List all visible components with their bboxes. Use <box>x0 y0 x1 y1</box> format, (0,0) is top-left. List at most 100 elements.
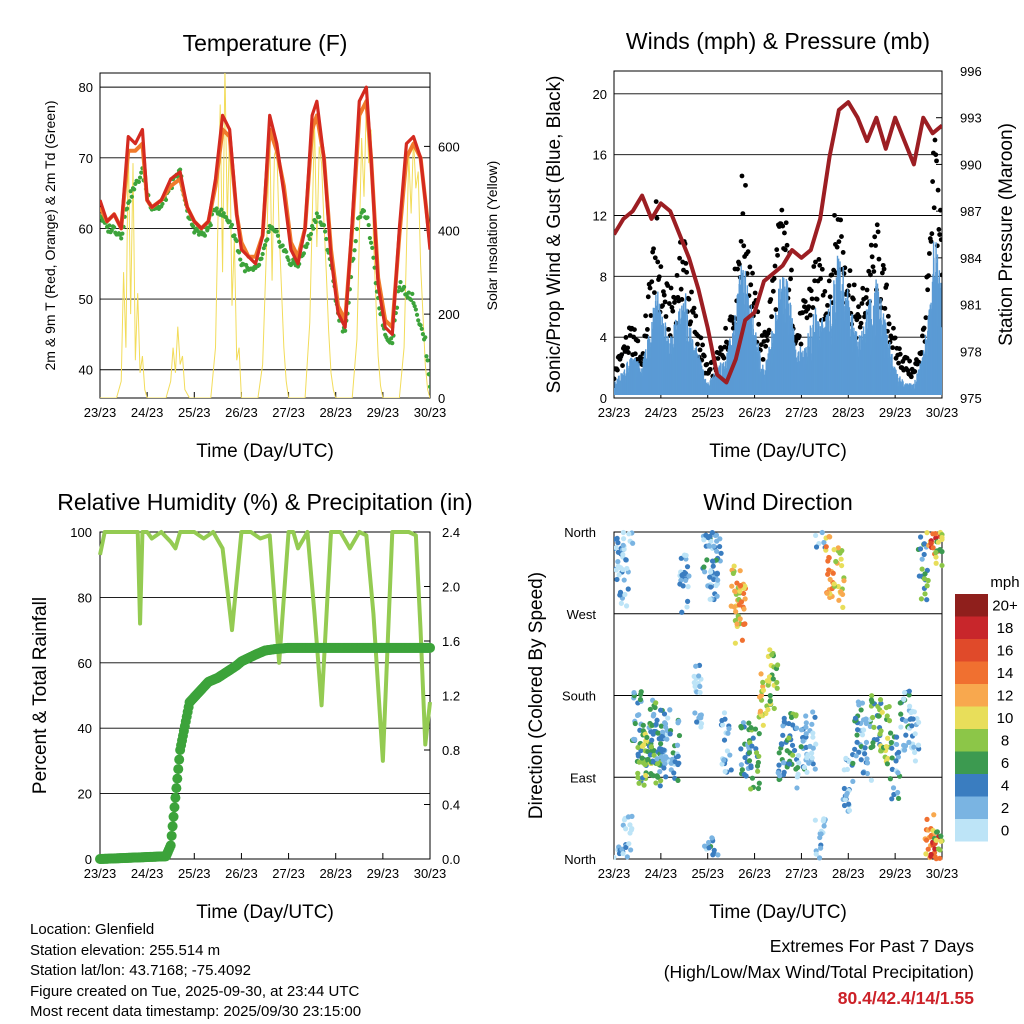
direction-point <box>909 723 915 729</box>
direction-point <box>706 839 712 846</box>
gust-point <box>811 264 817 269</box>
direction-point <box>642 762 648 768</box>
gust-point <box>683 260 689 266</box>
gust-point <box>648 313 654 318</box>
direction-point <box>766 674 773 680</box>
legend-label: 20+ <box>992 597 1018 614</box>
gust-point <box>655 259 661 265</box>
direction-point <box>694 719 700 725</box>
gust-point <box>866 268 872 274</box>
location-text: Location: Glenfield <box>30 921 155 938</box>
direction-point <box>898 711 904 717</box>
legend-label: 6 <box>1001 755 1009 772</box>
gust-point <box>857 324 863 330</box>
dewpoint-point <box>284 249 289 254</box>
x-tick-label: 25/23 <box>178 405 211 420</box>
gust-point <box>784 242 790 248</box>
dewpoint-point <box>242 269 248 274</box>
direction-point <box>623 826 629 832</box>
gust-point <box>869 254 875 260</box>
dewpoint-point <box>259 256 264 261</box>
direction-point <box>683 577 689 584</box>
gust-point <box>662 299 668 305</box>
direction-point <box>624 854 630 860</box>
gust-point <box>739 173 745 179</box>
direction-point <box>838 556 844 562</box>
gust-point <box>764 338 770 343</box>
dewpoint-point <box>109 228 114 233</box>
direction-point <box>796 760 802 766</box>
direction-point <box>707 574 713 580</box>
direction-point <box>786 735 792 741</box>
direction-point <box>713 582 719 589</box>
direction-point <box>921 576 927 582</box>
gust-point <box>772 263 778 269</box>
direction-point <box>776 750 782 756</box>
direction-point <box>719 717 725 724</box>
dewpoint-point <box>260 251 265 257</box>
direction-point <box>623 844 629 851</box>
direction-point <box>664 736 670 742</box>
dewpoint-point <box>427 384 430 389</box>
direction-point <box>708 538 714 544</box>
direction-point <box>852 746 858 752</box>
direction-point <box>825 558 831 564</box>
y-tick-label: West <box>567 607 597 622</box>
direction-point <box>737 588 743 594</box>
legend-swatch <box>955 819 988 842</box>
gust-point <box>623 335 629 340</box>
direction-point <box>826 567 832 573</box>
legend-swatch <box>955 684 988 707</box>
direction-point <box>887 730 894 736</box>
direction-point <box>748 786 754 792</box>
x-tick-label: 23/23 <box>598 405 631 420</box>
gust-point <box>704 361 710 367</box>
created-text: Figure created on Tue, 2025-09-30, at 23… <box>30 982 360 1000</box>
gust-point <box>810 305 816 310</box>
gust-point <box>923 315 929 321</box>
gust-point <box>788 276 793 282</box>
dewpoint-point <box>410 291 415 296</box>
gust-point <box>674 272 680 278</box>
legend-label: 14 <box>997 665 1014 682</box>
x-tick-label: 24/23 <box>131 866 164 881</box>
direction-point <box>906 739 912 745</box>
direction-point <box>889 796 895 802</box>
direction-point <box>786 720 792 727</box>
direction-point <box>683 552 689 559</box>
legend-swatch <box>955 774 988 797</box>
dewpoint-point <box>208 223 213 228</box>
dewpoint-point <box>137 175 143 180</box>
gust-point <box>912 369 918 374</box>
dewpoint-point <box>420 332 426 337</box>
gust-point <box>782 230 787 236</box>
x-tick-label: 28/23 <box>832 405 865 420</box>
direction-point <box>803 713 809 719</box>
direction-point <box>870 743 876 749</box>
direction-point <box>843 792 849 799</box>
direction-point <box>721 737 728 743</box>
y-tick-label: 40 <box>78 721 92 736</box>
y-tick-label: 70 <box>79 151 93 166</box>
gust-point <box>759 333 765 338</box>
gust-point <box>812 278 818 284</box>
direction-point <box>760 679 766 685</box>
direction-point <box>889 755 895 761</box>
direction-point <box>803 724 809 730</box>
gust-point <box>890 345 895 351</box>
direction-point <box>698 721 705 727</box>
direction-point <box>678 555 684 561</box>
direction-point <box>638 691 644 698</box>
gust-point <box>723 325 729 331</box>
direction-point <box>924 583 930 589</box>
gust-point <box>921 325 927 331</box>
winds-plot-area <box>614 100 942 395</box>
gust-point <box>858 320 864 326</box>
gust-point <box>688 319 694 325</box>
direction-point <box>908 709 914 716</box>
x-tick-label: 28/23 <box>832 866 865 881</box>
direction-point <box>631 689 637 696</box>
direction-point <box>825 571 831 577</box>
direction-point <box>918 596 925 602</box>
direction-point <box>891 791 897 798</box>
